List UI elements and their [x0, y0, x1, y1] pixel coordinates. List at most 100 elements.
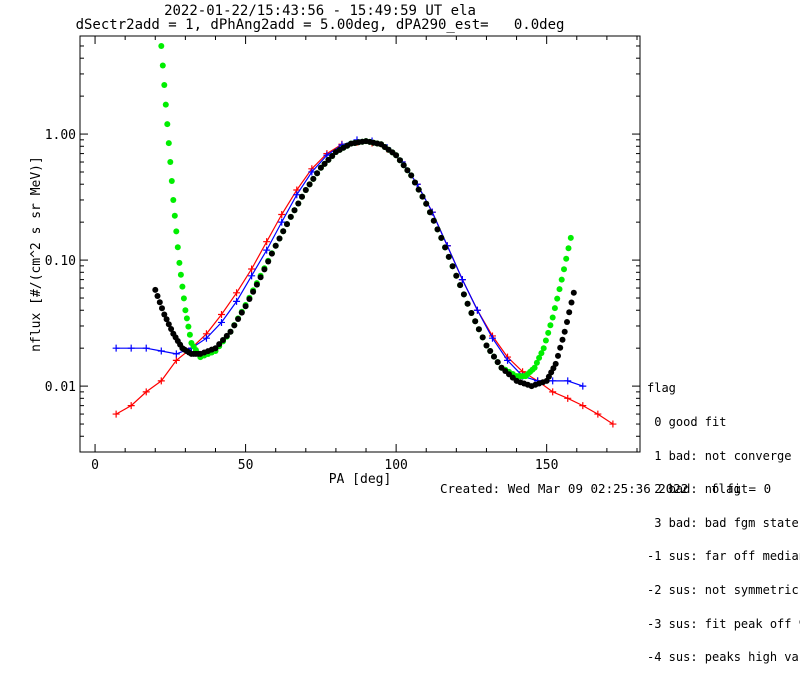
- data-point-dot: [472, 318, 479, 325]
- data-point-dot: [220, 337, 226, 343]
- data-point-dot: [280, 228, 287, 235]
- data-point-plus: [172, 356, 180, 364]
- legend-line: 0 good fit: [647, 415, 727, 430]
- data-point-dot: [159, 305, 165, 312]
- data-point-dot: [171, 212, 178, 219]
- data-point-dot: [325, 156, 332, 163]
- data-point-dot: [404, 167, 411, 174]
- data-point-dot: [568, 299, 575, 306]
- data-point-dot: [170, 197, 177, 203]
- legend-line: 2 bad: no fit: [647, 482, 749, 497]
- data-point-plus: [473, 306, 481, 314]
- data-point-dot: [235, 316, 242, 322]
- data-point-plus: [564, 377, 572, 385]
- legend-line: flag: [647, 381, 676, 396]
- data-point-dot: [291, 207, 298, 214]
- data-point-dot: [419, 193, 426, 200]
- data-point-dot: [165, 140, 172, 147]
- data-point-dot: [161, 82, 168, 88]
- data-point-dot: [265, 258, 272, 265]
- data-point-plus: [549, 377, 557, 385]
- data-point-dot: [177, 271, 184, 278]
- data-point-plus: [248, 272, 256, 280]
- data-point-dot: [302, 187, 309, 193]
- data-point-dot: [317, 164, 324, 171]
- data-point-plus: [218, 311, 226, 319]
- data-point-dot: [483, 342, 490, 349]
- x-tick-label: 0: [91, 458, 99, 473]
- data-point-plus: [127, 402, 135, 410]
- data-point-dot: [563, 255, 570, 262]
- data-point-dot: [561, 266, 567, 273]
- data-point-plus: [458, 276, 466, 284]
- data-point-dot: [176, 259, 183, 266]
- data-point-plus: [609, 420, 617, 428]
- data-point-dot: [329, 153, 336, 159]
- series-3: [152, 138, 577, 390]
- data-point-dot: [186, 331, 193, 338]
- data-point-dot: [567, 234, 574, 241]
- data-point-plus: [278, 210, 286, 218]
- data-point-dot: [559, 336, 566, 343]
- data-point-dot: [231, 322, 238, 329]
- data-point-dot: [552, 360, 559, 367]
- data-point-dot: [299, 193, 305, 200]
- data-point-dot: [287, 213, 294, 220]
- data-point-plus: [142, 388, 150, 396]
- data-point-dot: [464, 300, 471, 307]
- data-point-plus: [579, 402, 587, 410]
- data-point-plus: [157, 377, 165, 385]
- data-point-plus: [172, 350, 180, 358]
- data-point-dot: [152, 286, 159, 293]
- data-point-dot: [554, 295, 561, 302]
- data-point-dot: [487, 348, 494, 354]
- data-point-dot: [238, 309, 245, 316]
- x-tick-label: 100: [384, 458, 407, 473]
- data-point-dot: [161, 311, 168, 318]
- data-point-dot: [179, 283, 186, 290]
- plot-frame: [79, 35, 641, 453]
- data-point-dot: [427, 209, 433, 216]
- y-tick-label: 1.00: [45, 128, 76, 143]
- data-point-dot: [242, 303, 249, 310]
- data-point-plus: [504, 356, 512, 364]
- data-point-dot: [261, 266, 268, 273]
- y-tick-label: 0.01: [45, 380, 76, 395]
- data-point-dot: [542, 337, 549, 344]
- data-point-dot: [453, 272, 460, 279]
- data-point-dot: [284, 221, 290, 228]
- data-point-dot: [310, 175, 317, 182]
- legend-line: 3 bad: bad fgm state: [647, 515, 799, 530]
- data-point-dot: [165, 321, 172, 328]
- data-point-dot: [216, 341, 223, 348]
- data-point-dot: [154, 293, 161, 299]
- data-point-dot: [536, 354, 543, 361]
- data-point-plus: [594, 410, 602, 418]
- data-point-dot: [314, 170, 321, 177]
- data-point-dot: [185, 323, 192, 330]
- data-point-dot: [180, 295, 187, 302]
- data-point-dot: [442, 244, 449, 251]
- data-point-dot: [168, 326, 175, 332]
- data-point-plus: [278, 218, 286, 226]
- y-axis-label: nflux [#/(cm^2 s sr MeV)]: [29, 156, 44, 352]
- data-point-dot: [183, 315, 190, 322]
- data-point-dot: [468, 310, 475, 316]
- data-point-dot: [430, 217, 437, 224]
- data-point-dot: [533, 359, 540, 366]
- data-point-plus: [233, 289, 241, 297]
- data-point-dot: [396, 157, 403, 164]
- data-point-plus: [218, 318, 226, 326]
- data-point-plus: [488, 334, 496, 342]
- data-point-dot: [321, 160, 328, 167]
- data-point-dot: [253, 281, 260, 288]
- data-point-dot: [556, 286, 563, 293]
- data-point-dot: [159, 62, 166, 69]
- data-point-dot: [445, 253, 452, 260]
- data-point-dot: [434, 226, 441, 233]
- data-point-plus: [112, 344, 120, 352]
- data-point-dot: [415, 186, 422, 193]
- data-point-dot: [538, 350, 545, 357]
- data-point-dot: [564, 319, 570, 325]
- y-tick-label: 0.10: [45, 254, 76, 269]
